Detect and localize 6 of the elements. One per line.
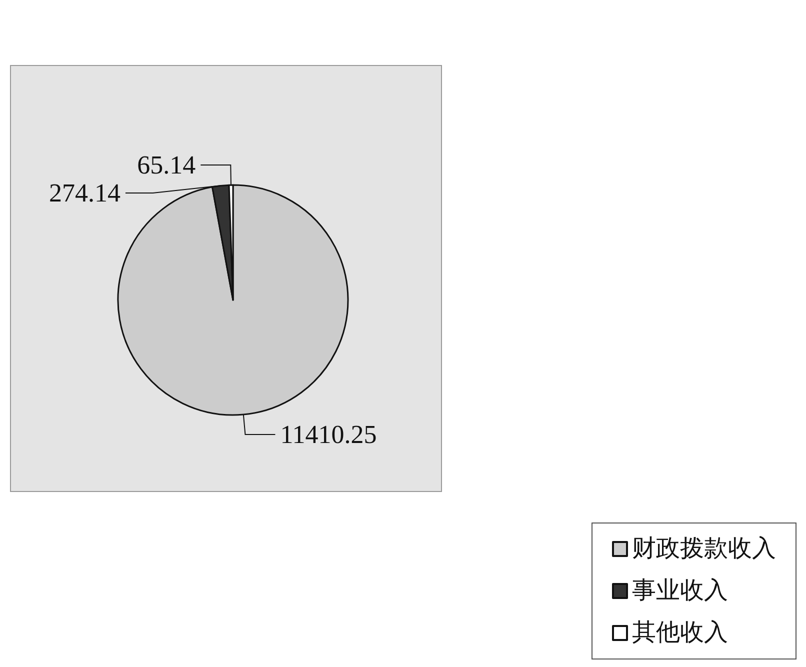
data-label: 274.14: [48, 178, 120, 208]
legend-label: 其他收入: [632, 619, 728, 646]
legend-label: 财政拨款收入: [632, 535, 776, 562]
data-label: 65.14: [137, 150, 196, 180]
legend-label: 事业收入: [632, 577, 728, 604]
data-label: 11410.25: [280, 420, 377, 449]
